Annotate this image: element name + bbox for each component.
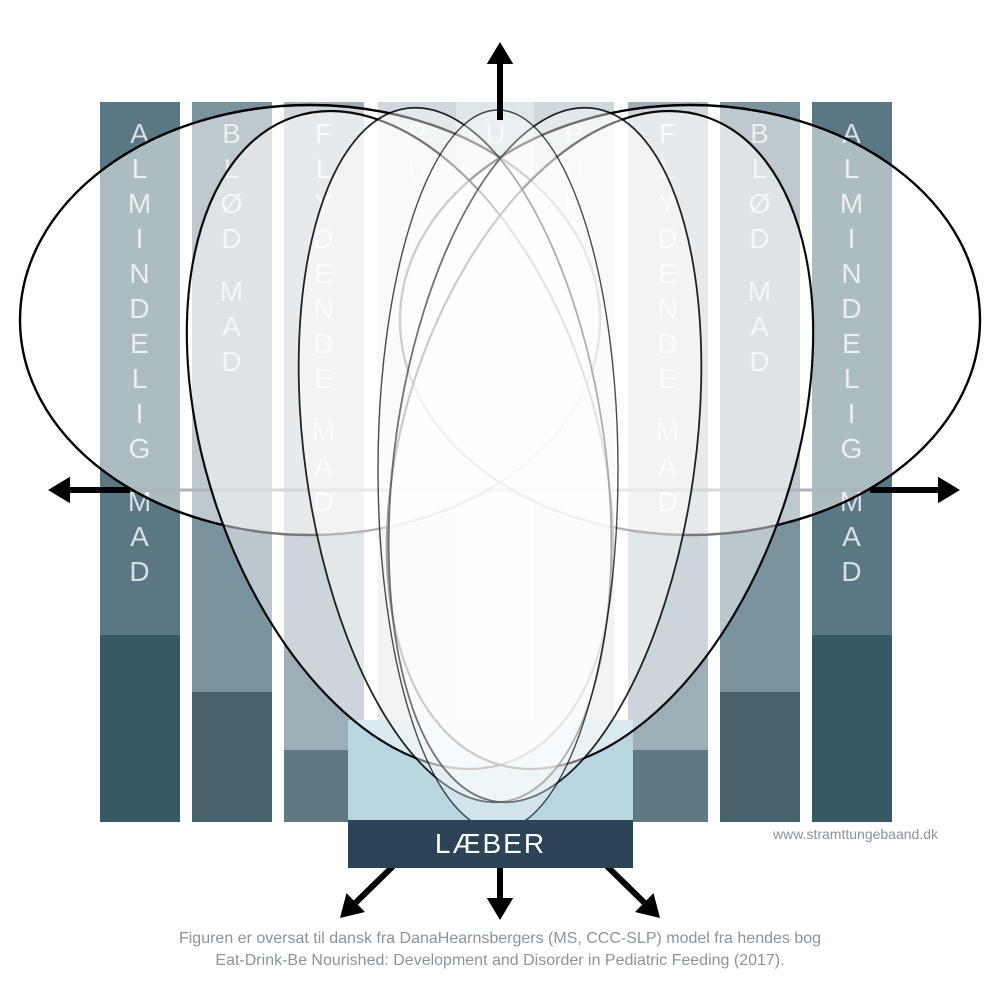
bar-label: ALMINDELIG MAD [100, 116, 180, 589]
credit-label: www.stramttungebaand.dk [773, 826, 938, 842]
caption-line-2: Eat-Drink-Be Nourished: Development and … [0, 950, 1000, 972]
bar-R-pure: PURÉ [534, 102, 614, 822]
bar-dark-bottom [720, 692, 800, 822]
bar-R-almindelig: ALMINDELIG MAD [812, 102, 892, 822]
bar-label: FLYDENDE MAD [284, 116, 364, 519]
bar-L-pure: PURÉ [378, 102, 458, 822]
bar-dark-bottom [100, 635, 180, 822]
laeber-band: LÆBER [348, 820, 633, 868]
bar-L-blod: BLØD MAD [192, 102, 272, 822]
diagram-canvas: ALMINDELIG MADBLØD MADFLYDENDE MADPURÉUN… [0, 0, 1000, 992]
laeber-label: LÆBER [435, 828, 546, 860]
bar-dark-bottom [628, 750, 708, 822]
bar-C-und: UND [456, 102, 536, 822]
center-lower-band [348, 720, 633, 820]
bar-R-blod: BLØD MAD [720, 102, 800, 822]
bar-label: ALMINDELIG MAD [812, 116, 892, 589]
bar-label: PURÉ [534, 116, 614, 256]
caption-line-1: Figuren er oversat til dansk fra DanaHea… [0, 928, 1000, 950]
credit-text: www.stramttungebaand.dk [773, 826, 938, 842]
bar-dark-bottom [192, 692, 272, 822]
bar-L-almindelig: ALMINDELIG MAD [100, 102, 180, 822]
bar-L-flydende: FLYDENDE MAD [284, 102, 364, 822]
bar-label: BLØD MAD [192, 116, 272, 379]
bar-label: BLØD MAD [720, 116, 800, 379]
caption: Figuren er oversat til dansk fra DanaHea… [0, 928, 1000, 971]
bar-label: FLYDENDE MAD [628, 116, 708, 519]
bar-dark-bottom [812, 635, 892, 822]
bar-R-flydende: FLYDENDE MAD [628, 102, 708, 822]
bar-label: UND [456, 116, 536, 221]
bar-label: PURÉ [378, 116, 458, 256]
